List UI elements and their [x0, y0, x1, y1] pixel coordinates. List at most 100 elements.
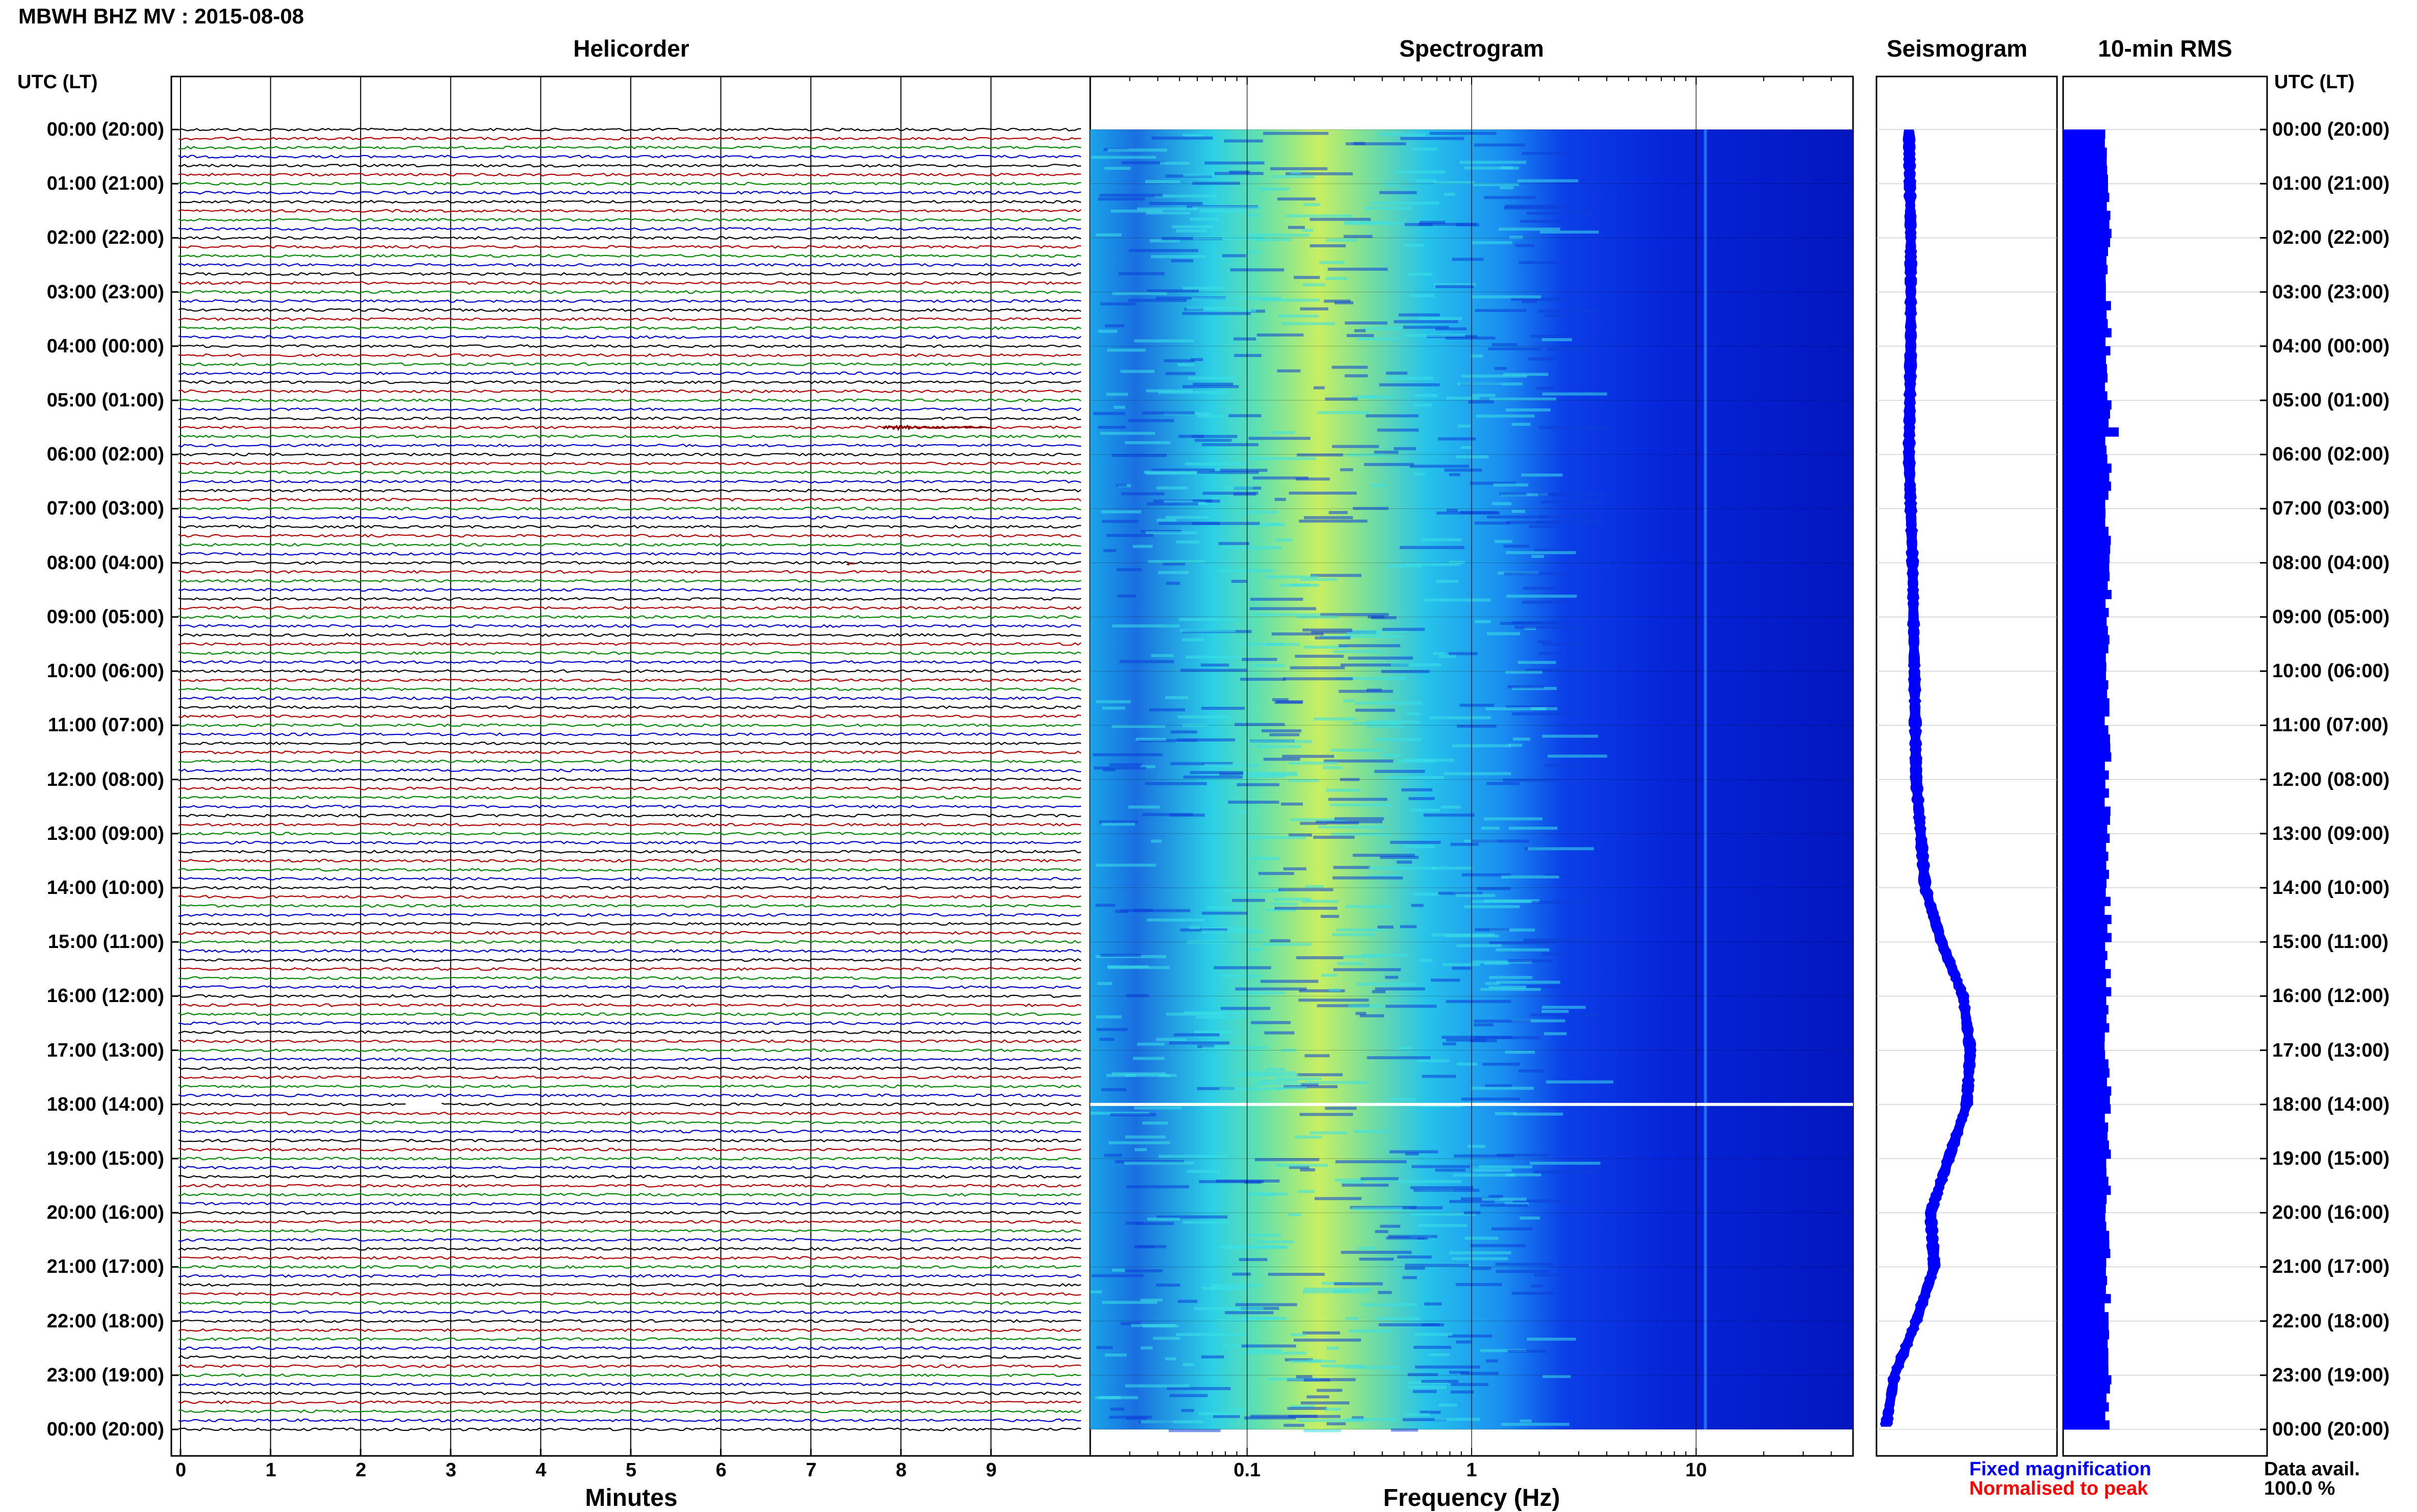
- spectrogram-texture: [1461, 873, 1511, 877]
- rms-title: 10-min RMS: [2098, 35, 2232, 62]
- helicorder-tick-label: 3: [445, 1459, 456, 1481]
- spectrogram-texture: [1192, 522, 1260, 525]
- helicorder-tick-label: 4: [535, 1459, 547, 1481]
- spectrogram-texture: [1177, 715, 1231, 719]
- spectrogram-texture: [1112, 454, 1167, 457]
- spectrogram-texture: [1281, 322, 1335, 325]
- spectrogram-texture: [1346, 632, 1380, 635]
- spectrogram-texture: [1446, 1038, 1487, 1042]
- rms-bar: [2063, 906, 2105, 915]
- spectrogram-texture: [1266, 908, 1296, 912]
- spectrogram-texture: [1386, 371, 1408, 375]
- rms-bar: [2063, 364, 2107, 374]
- helicorder-trace: [178, 1292, 1082, 1296]
- spectrogram-texture: [1520, 1419, 1532, 1423]
- spectrogram-texture: [1538, 652, 1561, 655]
- spectrogram-texture: [1546, 1080, 1614, 1084]
- helicorder-trace: [178, 1238, 1082, 1242]
- spectrogram-texture: [1456, 894, 1496, 898]
- rms-bar: [2063, 319, 2108, 328]
- spectrogram-texture: [1287, 1406, 1327, 1410]
- rms-bar: [2063, 581, 2108, 591]
- spectrogram-texture: [1104, 1353, 1127, 1357]
- helicorder-xlabel: Minutes: [585, 1484, 678, 1511]
- helicorder-trace: [178, 272, 1082, 276]
- spectrogram-texture: [1328, 988, 1341, 992]
- spectrogram-texture: [1318, 826, 1385, 829]
- spectrogram-texture: [1254, 664, 1285, 668]
- spectrogram-texture: [1542, 643, 1586, 646]
- spectrogram-texture: [1521, 473, 1563, 477]
- spectrogram-texture: [1365, 207, 1412, 210]
- spectrogram-texture: [1470, 1165, 1533, 1169]
- spectrogram-tick-label: 1: [1466, 1459, 1477, 1481]
- spectrogram-texture: [1548, 754, 1607, 758]
- rms-bar: [2063, 518, 2105, 527]
- spectrogram-texture: [1091, 156, 1156, 159]
- spectrogram-texture: [1093, 412, 1125, 415]
- spectrogram-texture: [1182, 1220, 1231, 1224]
- hour-label-right: 03:00 (23:00): [2272, 281, 2390, 303]
- spectrogram-texture: [1452, 744, 1511, 748]
- spectrogram-xlabel: Frequency (Hz): [1383, 1484, 1560, 1511]
- spectrogram-texture: [1470, 1039, 1497, 1042]
- spectrogram-texture: [1471, 241, 1512, 244]
- spectrogram-texture: [1104, 1154, 1122, 1157]
- rms-bar: [2063, 842, 2106, 852]
- seismogram-title: Seismogram: [1886, 35, 2028, 62]
- spectrogram-texture: [1351, 629, 1407, 633]
- rms-bar: [2063, 1059, 2109, 1069]
- helicorder-trace: [178, 714, 1082, 719]
- spectrogram-texture: [1135, 1222, 1174, 1225]
- spectrogram-texture: [1261, 942, 1312, 946]
- spectrogram-texture: [1505, 551, 1576, 554]
- spectrogram-texture: [1155, 296, 1226, 300]
- spectrogram-texture: [1489, 941, 1555, 945]
- spectrogram-texture: [1404, 1267, 1425, 1270]
- spectrogram-texture: [1102, 520, 1139, 523]
- spectrogram-texture: [1268, 1377, 1320, 1381]
- spectrogram-texture: [1298, 1190, 1315, 1193]
- rms-bar: [2063, 355, 2106, 365]
- spectrogram-texture: [1282, 677, 1353, 681]
- helicorder-trace: [178, 199, 1082, 204]
- helicorder-trace: [178, 317, 1082, 321]
- spectrogram-texture: [1451, 1382, 1489, 1386]
- spectrogram-texture: [1241, 1317, 1287, 1320]
- spectrogram-texture: [1095, 1396, 1121, 1399]
- rms-bar: [2063, 1149, 2111, 1159]
- spectrogram-texture: [1411, 1165, 1479, 1168]
- spectrogram-texture: [1495, 948, 1550, 952]
- spectrogram-texture: [1141, 1420, 1203, 1424]
- spectrogram-texture: [1341, 1250, 1412, 1254]
- spectrogram-texture: [1225, 1311, 1274, 1315]
- spectrogram-texture: [1165, 1357, 1177, 1361]
- hour-label-right: 05:00 (01:00): [2272, 390, 2390, 412]
- spectrogram-texture: [1503, 544, 1529, 548]
- helicorder-trace: [178, 867, 1082, 872]
- spectrogram-texture: [1108, 148, 1168, 152]
- spectrogram-texture: [1326, 788, 1360, 792]
- spectrogram-texture: [1345, 453, 1386, 457]
- spectrogram-texture: [1353, 142, 1366, 145]
- spectrogram-texture: [1228, 414, 1262, 418]
- rms-bar: [2063, 860, 2106, 870]
- spectrogram-texture: [1443, 1042, 1456, 1046]
- spectrogram-texture: [1455, 1283, 1502, 1286]
- spectrogram-texture: [1249, 457, 1316, 460]
- spectrogram-texture: [1289, 833, 1312, 837]
- spectrogram-texture: [1304, 516, 1353, 520]
- rms-bar: [2063, 562, 2110, 572]
- hour-label-right: 00:00 (20:00): [2272, 1419, 2390, 1440]
- spectrogram-texture: [1224, 139, 1263, 143]
- spectrogram-texture: [1144, 471, 1210, 474]
- rms-bar: [2063, 1176, 2109, 1186]
- spectrogram-texture: [1149, 708, 1185, 711]
- spectrogram-texture: [1254, 238, 1292, 241]
- spectrogram-texture: [1125, 1135, 1166, 1139]
- hour-label-left: 23:00 (19:00): [46, 1364, 164, 1386]
- helicorder-trace: [178, 191, 1082, 195]
- spectrogram-texture: [1356, 982, 1417, 986]
- helicorder-trace: [178, 669, 1082, 673]
- spectrogram-texture: [1178, 618, 1236, 621]
